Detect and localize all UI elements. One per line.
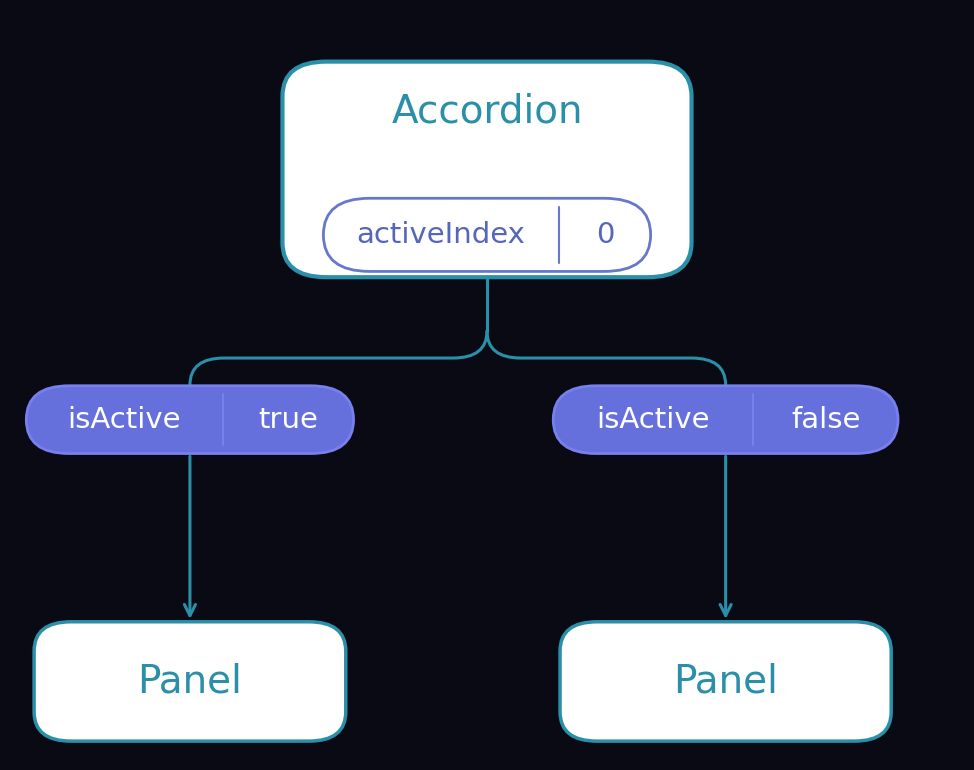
FancyBboxPatch shape [553, 386, 898, 454]
Text: false: false [791, 406, 860, 434]
Text: 0: 0 [596, 221, 614, 249]
FancyBboxPatch shape [34, 622, 346, 741]
Text: Accordion: Accordion [392, 92, 582, 131]
Text: activeIndex: activeIndex [356, 221, 526, 249]
Text: true: true [258, 406, 318, 434]
Text: Panel: Panel [137, 662, 243, 701]
FancyBboxPatch shape [282, 62, 692, 277]
FancyBboxPatch shape [323, 199, 651, 272]
Text: isActive: isActive [68, 406, 181, 434]
Text: isActive: isActive [596, 406, 710, 434]
FancyBboxPatch shape [26, 386, 354, 454]
Text: Panel: Panel [673, 662, 778, 701]
FancyBboxPatch shape [560, 622, 891, 741]
